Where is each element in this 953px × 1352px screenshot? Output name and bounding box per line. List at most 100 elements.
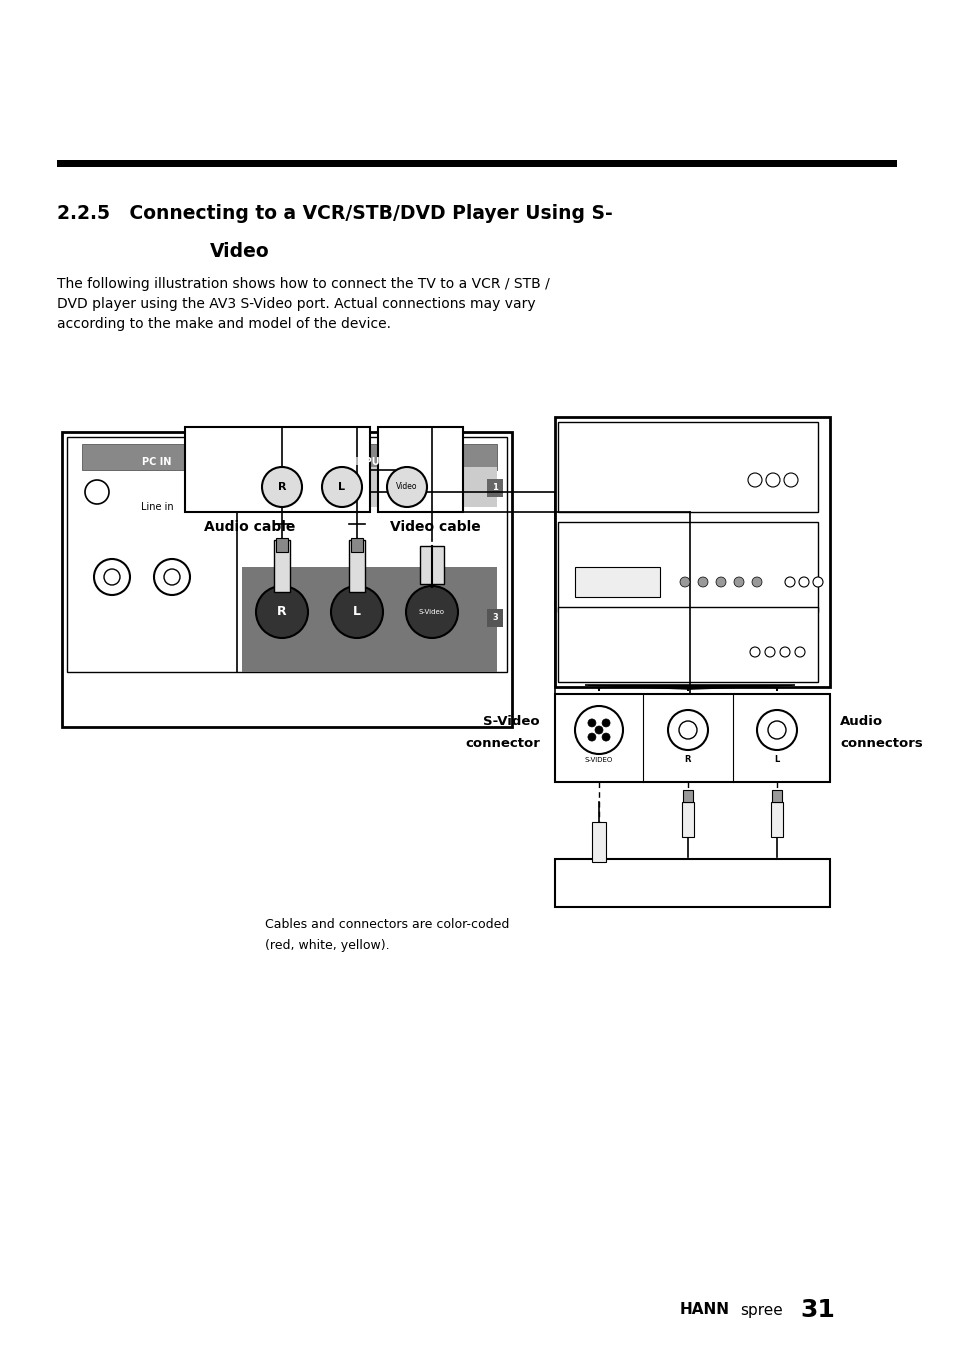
Circle shape: [575, 706, 622, 754]
Bar: [770, 802, 782, 837]
Bar: [242, 466, 497, 507]
Bar: [771, 790, 781, 802]
Circle shape: [94, 558, 130, 595]
Bar: [558, 422, 817, 512]
Text: Line in: Line in: [140, 502, 173, 512]
Circle shape: [104, 569, 120, 585]
Circle shape: [716, 577, 725, 587]
Bar: [555, 416, 829, 687]
Bar: [558, 607, 817, 681]
Bar: [682, 790, 692, 802]
Circle shape: [733, 577, 743, 587]
Text: S-Video: S-Video: [418, 608, 444, 615]
Text: Video: Video: [395, 483, 417, 492]
Text: R: R: [277, 606, 287, 618]
Bar: [82, 443, 232, 470]
Bar: [575, 461, 709, 499]
Bar: [555, 859, 829, 907]
Text: S-Video: S-Video: [483, 715, 539, 729]
Text: L: L: [774, 756, 779, 764]
Bar: [419, 546, 443, 584]
Circle shape: [794, 648, 804, 657]
Bar: [486, 479, 502, 498]
Text: (red, white, yellow).: (red, white, yellow).: [265, 940, 389, 953]
Text: spree: spree: [740, 1302, 781, 1317]
Text: Video cable: Video cable: [389, 521, 480, 534]
Bar: [349, 539, 365, 592]
Text: The following illustration shows how to connect the TV to a VCR / STB /: The following illustration shows how to …: [57, 277, 549, 291]
Text: L: L: [338, 483, 345, 492]
Circle shape: [679, 721, 697, 740]
Circle shape: [587, 733, 596, 741]
Text: 1: 1: [492, 484, 497, 492]
FancyArrowPatch shape: [596, 684, 601, 690]
FancyArrowPatch shape: [774, 684, 779, 690]
Circle shape: [698, 577, 707, 587]
Bar: [185, 427, 370, 512]
Text: Audio cable: Audio cable: [204, 521, 295, 534]
Circle shape: [331, 585, 382, 638]
Bar: [62, 433, 512, 727]
Bar: [681, 802, 693, 837]
Circle shape: [595, 726, 602, 734]
FancyArrowPatch shape: [684, 684, 690, 690]
Circle shape: [780, 648, 789, 657]
Text: 31: 31: [800, 1298, 834, 1322]
Text: INPUT: INPUT: [353, 457, 386, 466]
Circle shape: [262, 466, 302, 507]
Circle shape: [601, 733, 609, 741]
Circle shape: [85, 480, 109, 504]
Bar: [377, 427, 462, 512]
Text: L: L: [353, 606, 360, 618]
Bar: [242, 443, 497, 470]
Circle shape: [764, 648, 774, 657]
Text: according to the make and model of the device.: according to the make and model of the d…: [57, 316, 391, 331]
Text: Audio: Audio: [840, 715, 882, 729]
Circle shape: [747, 473, 761, 487]
Text: Cables and connectors are color-coded: Cables and connectors are color-coded: [265, 918, 509, 930]
Circle shape: [757, 710, 796, 750]
Bar: [575, 634, 704, 669]
Bar: [575, 566, 659, 598]
Bar: [555, 694, 829, 781]
Text: PC IN: PC IN: [142, 457, 172, 466]
Text: 2.2.5   Connecting to a VCR/STB/DVD Player Using S-: 2.2.5 Connecting to a VCR/STB/DVD Player…: [57, 204, 612, 223]
Circle shape: [667, 710, 707, 750]
Circle shape: [765, 473, 780, 487]
Text: connectors: connectors: [840, 737, 922, 750]
Circle shape: [784, 577, 794, 587]
Bar: [486, 608, 502, 627]
Text: 3: 3: [492, 614, 497, 622]
Text: S-VIDEO: S-VIDEO: [584, 757, 613, 763]
Circle shape: [322, 466, 361, 507]
Bar: [67, 437, 506, 672]
Text: Video: Video: [210, 242, 270, 261]
Bar: [558, 522, 817, 612]
Circle shape: [387, 466, 427, 507]
Circle shape: [587, 719, 596, 727]
Circle shape: [679, 577, 689, 587]
Circle shape: [153, 558, 190, 595]
Circle shape: [749, 648, 760, 657]
Bar: [57, 160, 896, 168]
Circle shape: [799, 577, 808, 587]
Circle shape: [812, 577, 822, 587]
Text: DVD player using the AV3 S-Video port. Actual connections may vary: DVD player using the AV3 S-Video port. A…: [57, 297, 535, 311]
Circle shape: [406, 585, 457, 638]
Bar: [274, 539, 290, 592]
Bar: [242, 566, 497, 672]
Circle shape: [164, 569, 180, 585]
Circle shape: [601, 719, 609, 727]
Circle shape: [783, 473, 797, 487]
Text: R: R: [684, 756, 691, 764]
Polygon shape: [584, 685, 794, 690]
Text: connector: connector: [465, 737, 539, 750]
Circle shape: [751, 577, 761, 587]
Text: HANN: HANN: [679, 1302, 729, 1317]
Circle shape: [255, 585, 308, 638]
Bar: [351, 538, 363, 552]
Bar: [275, 538, 288, 552]
Circle shape: [767, 721, 785, 740]
Text: R: R: [277, 483, 286, 492]
Bar: [592, 822, 605, 863]
